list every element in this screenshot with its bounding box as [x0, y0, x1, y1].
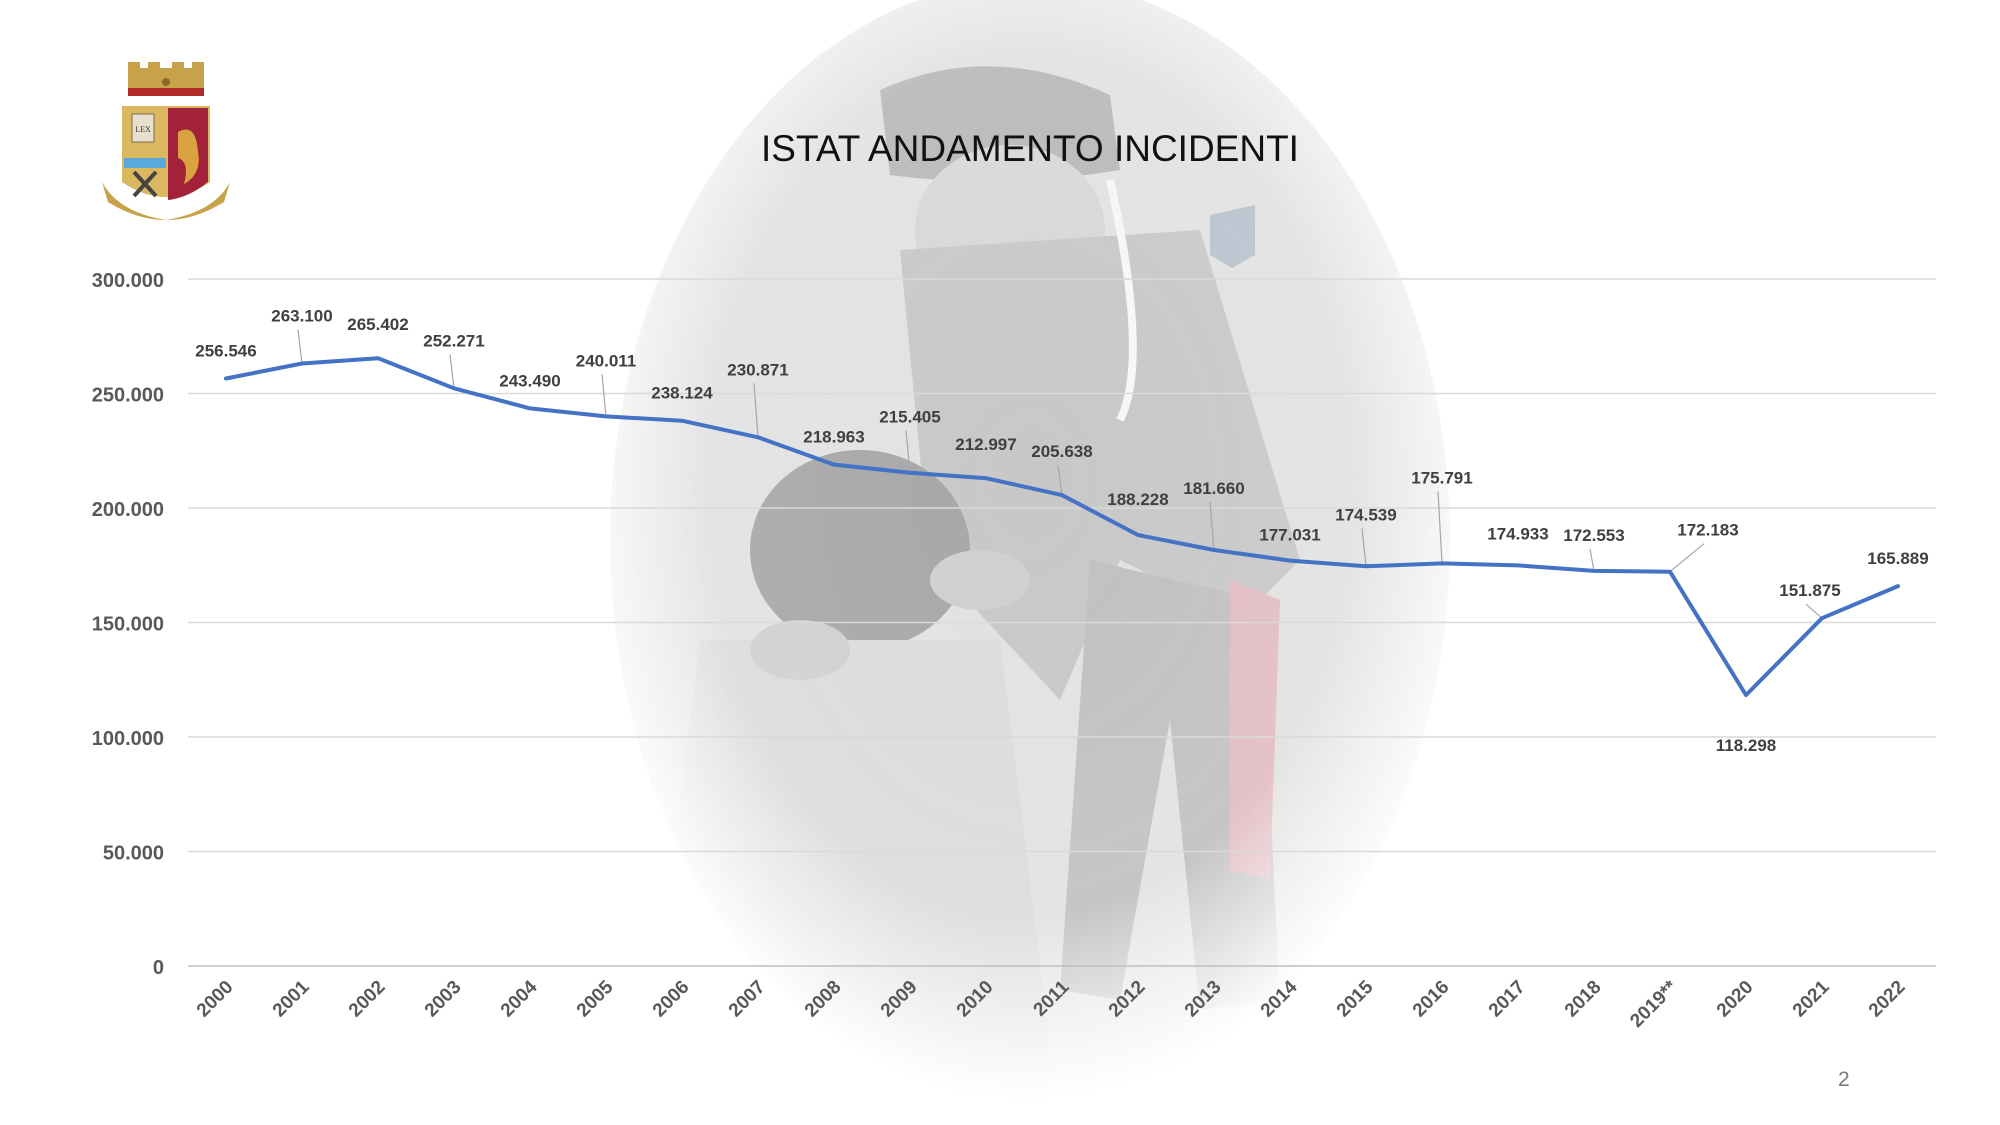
y-tick-label: 50.000	[103, 843, 164, 865]
x-tick-label: 2012	[1105, 977, 1150, 1022]
x-axis-tick-labels: 2000 2001 2002 2003 2004 2005 2006 2007 2008 2009…	[193, 976, 1910, 1032]
data-label: 263.100	[271, 307, 332, 326]
data-labels: 256.546 263.100 265.402 252.271 243.490 240.0…	[195, 307, 1928, 756]
data-label: 218.963	[803, 428, 864, 447]
page-number: 2	[1838, 1068, 1850, 1091]
x-tick-label: 2004	[497, 976, 542, 1021]
data-label: 172.183	[1677, 521, 1738, 540]
data-label: 172.553	[1563, 526, 1624, 545]
data-label: 181.660	[1183, 479, 1244, 498]
x-tick-label: 2011	[1030, 976, 1074, 1020]
leader-line	[1057, 465, 1063, 496]
x-tick-label: 2013	[1181, 977, 1226, 1022]
data-label: 215.405	[879, 408, 940, 427]
x-tick-label: 2021	[1789, 976, 1834, 1021]
leader-line	[297, 329, 303, 364]
data-label: 238.124	[651, 384, 713, 403]
data-label: 188.228	[1107, 490, 1168, 509]
y-tick-label: 250.000	[92, 385, 164, 407]
leader-line	[601, 374, 607, 417]
data-label: 118.298	[1716, 736, 1777, 755]
leader-line	[905, 430, 911, 473]
logo-motto-text: LEX	[135, 125, 151, 134]
x-tick-label: 2020	[1713, 977, 1758, 1022]
leader-line	[1361, 528, 1367, 567]
x-tick-label: 2000	[193, 977, 238, 1022]
data-label: 165.889	[1867, 549, 1928, 568]
data-label: 265.402	[347, 315, 408, 334]
coat-of-arms-logo: LEX	[102, 62, 230, 220]
x-tick-label: 2018	[1561, 977, 1606, 1022]
data-label: 212.997	[955, 435, 1016, 454]
x-tick-label: 2006	[649, 977, 694, 1022]
data-label: 174.933	[1487, 524, 1548, 543]
leader-line	[753, 383, 759, 438]
data-label: 240.011	[576, 351, 637, 370]
y-tick-label: 200.000	[92, 499, 164, 521]
data-label: 243.490	[499, 371, 560, 390]
data-label: 151.875	[1779, 581, 1840, 600]
data-label: 252.271	[423, 331, 484, 350]
data-label: 256.546	[195, 342, 256, 361]
data-label: 205.638	[1031, 442, 1092, 461]
grid-lines	[188, 278, 1936, 967]
chart-title: ISTAT ANDAMENTO INCIDENTI	[761, 128, 1299, 169]
y-tick-label: 150.000	[92, 614, 164, 636]
data-label: 174.539	[1335, 505, 1396, 524]
data-label-leader-lines	[297, 329, 1823, 619]
series-line	[224, 356, 1900, 698]
x-tick-label: 2001	[269, 976, 314, 1021]
x-tick-label: 2010	[953, 977, 998, 1022]
leader-line	[1589, 548, 1595, 571]
x-tick-label: 2002	[345, 977, 390, 1022]
x-tick-label: 2007	[725, 977, 770, 1022]
x-tick-label: 2022	[1865, 977, 1910, 1022]
x-tick-label: 2014	[1257, 976, 1302, 1021]
x-tick-label: 2019**	[1626, 976, 1682, 1032]
x-tick-label: 2016	[1409, 977, 1454, 1022]
y-tick-label: 100.000	[92, 728, 164, 750]
x-tick-label: 2017	[1485, 977, 1530, 1022]
leader-line	[1209, 501, 1215, 551]
leader-line	[1669, 543, 1705, 573]
leader-line	[1437, 491, 1443, 564]
y-tick-label: 300.000	[92, 270, 164, 292]
data-label: 177.031	[1259, 526, 1320, 545]
y-tick-label: 0	[153, 957, 164, 979]
data-label: 175.791	[1411, 468, 1472, 487]
x-tick-label: 2008	[801, 977, 846, 1022]
y-axis-tick-labels: 0 50.000 100.000 150.000 200.000 250.000 300.0…	[92, 270, 164, 979]
leader-line	[449, 354, 455, 389]
x-tick-label: 2015	[1333, 976, 1378, 1021]
data-label: 230.871	[727, 360, 788, 379]
x-tick-label: 2005	[573, 976, 618, 1021]
leader-line	[1805, 603, 1823, 619]
x-tick-label: 2003	[421, 977, 466, 1022]
x-tick-label: 2009	[877, 977, 922, 1022]
